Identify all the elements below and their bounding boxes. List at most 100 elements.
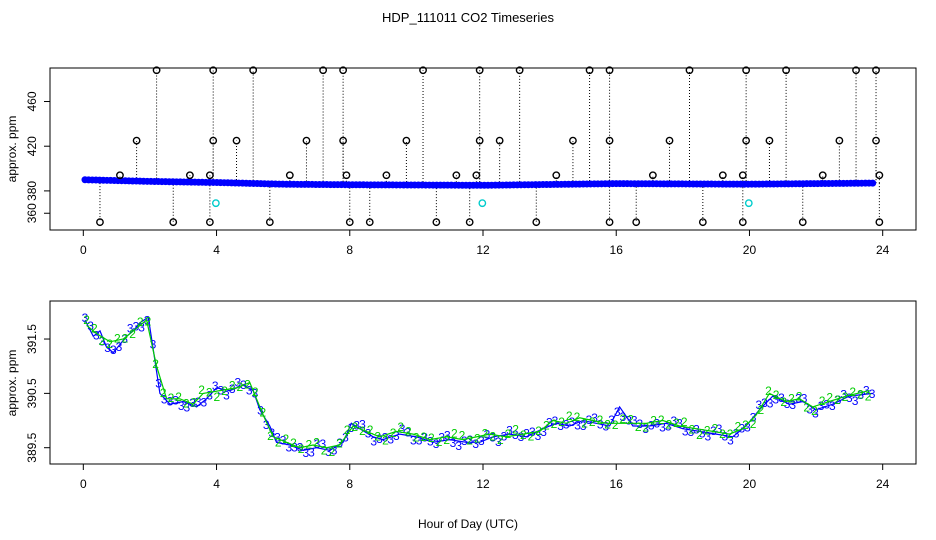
y-tick-label: 460 (25, 91, 39, 111)
outlier-point (872, 136, 880, 145)
series-2-point: 2 (474, 431, 481, 445)
series-2-point: 2 (221, 384, 228, 398)
series-2-point: 2 (313, 436, 320, 450)
series-3-point: 3 (495, 435, 502, 449)
series-2-point: 2 (83, 313, 90, 327)
outlier-point (872, 66, 880, 75)
series-2-point: 2 (351, 420, 358, 434)
series-3-point: 3 (291, 440, 298, 454)
series-2-point: 2 (482, 426, 489, 440)
series-3-point: 3 (93, 328, 100, 342)
x-tick-label: 20 (743, 243, 757, 257)
series-3-point: 3 (727, 434, 734, 448)
series-3-point: 3 (818, 399, 825, 413)
series-3-point: 3 (778, 391, 785, 405)
y-tick-label: 380 (25, 181, 39, 201)
series-2-point: 2 (114, 331, 121, 345)
series-2-point: 2 (459, 428, 466, 442)
series-3-point: 3 (314, 437, 321, 451)
outlier-point (249, 66, 258, 75)
flagged-point (744, 199, 753, 208)
series-3-point: 3 (755, 398, 762, 412)
series-3-point: 3 (506, 424, 513, 438)
series-3-point: 3 (637, 417, 644, 431)
x-tick-label: 4 (213, 477, 220, 491)
series-2-point: 2 (191, 396, 198, 410)
series-3-point: 3 (608, 413, 615, 427)
outlier-point (665, 136, 674, 145)
outlier-point (96, 218, 104, 227)
series-2-point: 2 (865, 389, 872, 403)
series-2-point: 2 (826, 391, 833, 405)
series-3-point: 3 (784, 397, 791, 411)
x-tick-label: 20 (743, 477, 757, 491)
series-3-point: 3 (620, 410, 627, 424)
series-3-point: 3 (840, 387, 847, 401)
x-tick-label: 12 (476, 477, 490, 491)
x-tick-label: 0 (80, 243, 87, 257)
series-2-point: 2 (160, 386, 167, 400)
y-tick-label: 360 (25, 203, 39, 223)
outlier-point (285, 171, 294, 180)
series-3-point: 3 (772, 392, 779, 406)
series-2-point: 2 (267, 429, 274, 443)
outlier-point (185, 171, 194, 180)
series-3-point: 3 (823, 398, 830, 412)
series-3-point: 3 (682, 425, 689, 439)
x-tick-label: 8 (346, 477, 353, 491)
series-2-point: 2 (796, 389, 803, 403)
series-2-point: 2 (849, 385, 856, 399)
series-2-point: 2 (551, 417, 558, 431)
series-3-point: 3 (274, 430, 281, 444)
outlier-point (738, 218, 747, 227)
outlier-point (365, 218, 374, 227)
outlier-point (852, 66, 860, 75)
outlier-point (265, 218, 274, 227)
series-3-point: 3 (370, 434, 377, 448)
series-3-point: 3 (365, 426, 372, 440)
outlier-point (632, 218, 641, 227)
series-3-point: 3 (133, 320, 140, 334)
series-3-point: 3 (699, 426, 706, 440)
series-2-point: 2 (244, 377, 251, 391)
series-3-point: 3 (246, 383, 253, 397)
series-2-point: 2 (259, 405, 266, 419)
outlier-point (738, 171, 747, 180)
outlier-point (472, 171, 481, 180)
outlier-point (875, 171, 884, 180)
series-3-point: 3 (387, 433, 394, 447)
outlier-point (132, 136, 141, 145)
outlier-point (515, 66, 524, 75)
series-2-point: 2 (436, 435, 443, 449)
series-3-point: 3 (812, 407, 819, 421)
x-tick-label: 8 (346, 243, 353, 257)
series-2-point: 2 (328, 445, 335, 459)
outlier-point (605, 218, 614, 227)
series-3-point: 3 (104, 341, 111, 355)
series-2-point: 2 (780, 395, 787, 409)
outlier-point (569, 136, 577, 145)
x-axis-label: Hour of Day (UTC) (418, 517, 518, 531)
series-3-point: 3 (206, 388, 213, 402)
outlier-point (169, 218, 178, 227)
series-3-point: 3 (302, 446, 309, 460)
series-2-point: 2 (466, 434, 473, 448)
series-2-point: 2 (803, 400, 810, 414)
outlier-point (698, 218, 707, 227)
series-3-point: 3 (733, 427, 740, 441)
series-2-point: 2 (344, 423, 351, 437)
series-3-point: 3 (353, 418, 360, 432)
series-3-point: 3 (184, 401, 191, 415)
series-3-point: 3 (761, 396, 768, 410)
x-tick-label: 24 (876, 243, 890, 257)
series-3-point: 3 (319, 437, 326, 451)
outlier-point (452, 171, 461, 180)
series-3-point: 3 (427, 435, 434, 449)
series-2-point: 2 (397, 420, 404, 434)
series-3-point: 3 (235, 375, 242, 389)
outlier-point (205, 171, 214, 180)
series-3-point: 3 (376, 432, 383, 446)
series-2-point: 2 (535, 424, 542, 438)
series-3-point: 3 (223, 389, 230, 403)
series-2-point: 2 (742, 418, 749, 432)
